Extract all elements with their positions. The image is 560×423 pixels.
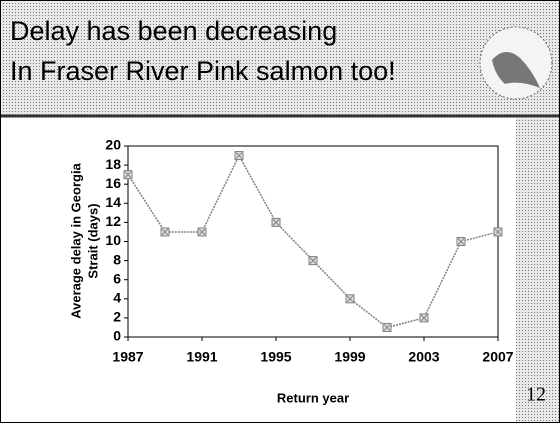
- y-tick-label: 14: [105, 194, 121, 210]
- y-tick-label: 4: [113, 290, 121, 306]
- y-tick-label: 10: [105, 232, 121, 248]
- marker: [160, 227, 170, 237]
- marker: [308, 256, 318, 266]
- marker: [271, 217, 281, 227]
- marker: [456, 237, 466, 246]
- y-tick-label: 16: [105, 175, 121, 191]
- x-tick-label: 1995: [260, 349, 291, 365]
- y-tick-label: 6: [113, 270, 121, 286]
- y-tick-label: 20: [105, 137, 121, 153]
- y-tick-label: 8: [113, 251, 121, 267]
- y-tick-label: 18: [105, 156, 121, 172]
- x-tick-label: 1991: [186, 349, 217, 365]
- marker: [234, 151, 244, 161]
- marker: [197, 227, 207, 237]
- title-line: Delay has been decreasing: [10, 16, 337, 46]
- y-tick-label: 2: [113, 309, 121, 325]
- x-axis-label: Return year: [277, 390, 349, 405]
- marker: [419, 313, 429, 323]
- x-tick-label: 2007: [482, 349, 513, 365]
- side-band: [516, 118, 559, 422]
- marker: [382, 322, 392, 332]
- x-tick-label: 1999: [334, 349, 365, 365]
- marker: [345, 294, 355, 304]
- y-tick-label: 12: [105, 213, 121, 229]
- header-band: [1, 1, 559, 115]
- x-tick-label: 1987: [112, 349, 143, 365]
- y-axis-label: Average delay in Georgia: [68, 162, 83, 318]
- logo: [479, 26, 553, 100]
- marker: [493, 227, 503, 237]
- y-axis-label: Strait (days): [85, 203, 100, 278]
- y-tick-label: 0: [113, 328, 121, 344]
- marker: [123, 170, 133, 180]
- title-line: In Fraser River Pink salmon too!: [10, 56, 396, 86]
- x-tick-label: 2003: [408, 349, 439, 365]
- slide-number: 12: [526, 384, 546, 406]
